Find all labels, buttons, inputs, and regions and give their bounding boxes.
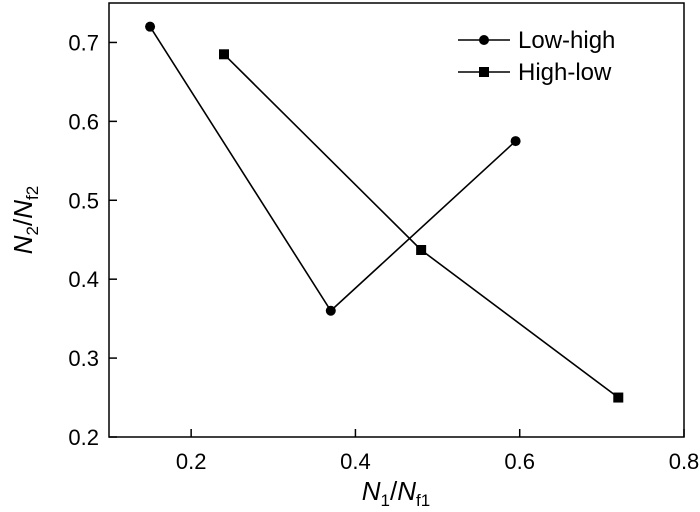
y-tick-label: 0.7	[68, 30, 99, 55]
plot-frame	[108, 2, 685, 438]
x-tick-label: 0.6	[504, 449, 535, 474]
legend-marker-square-icon	[479, 67, 489, 77]
legend: Low-high High-low	[458, 27, 615, 86]
y-tick-label: 0.5	[68, 188, 99, 213]
data-point-low-high	[325, 305, 336, 316]
data-point-low-high	[510, 136, 521, 147]
x-tick-label: 0.2	[176, 449, 207, 474]
y-tick-label: 0.3	[68, 346, 99, 371]
x-axis-ticks: 0.2 0.4 0.6 0.8	[176, 429, 699, 474]
data-point-high-low	[219, 49, 229, 60]
series-line-low-high	[149, 26, 517, 312]
x-tick-label: 0.8	[669, 449, 700, 474]
legend-marker-circle-icon	[479, 35, 489, 45]
data-point-high-low	[613, 392, 624, 403]
y-axis-title: N2/Nf2	[8, 186, 42, 254]
series-layer	[145, 21, 624, 403]
data-point-low-high	[145, 21, 156, 32]
series-line-high-low	[223, 53, 619, 399]
y-tick-label: 0.4	[68, 267, 99, 292]
legend-item-high-low: High-low	[458, 59, 612, 86]
data-point-high-low	[416, 244, 427, 255]
legend-label-low-high: Low-high	[518, 27, 615, 54]
x-tick-label: 0.4	[340, 449, 371, 474]
x-axis-title: N1/Nf1	[362, 476, 430, 510]
legend-label-high-low: High-low	[518, 59, 612, 86]
y-tick-label: 0.2	[68, 425, 99, 450]
y-axis-ticks: 0.2 0.3 0.4 0.5 0.6 0.7	[68, 30, 117, 450]
legend-item-low-high: Low-high	[458, 27, 615, 54]
y-tick-label: 0.6	[68, 109, 99, 134]
